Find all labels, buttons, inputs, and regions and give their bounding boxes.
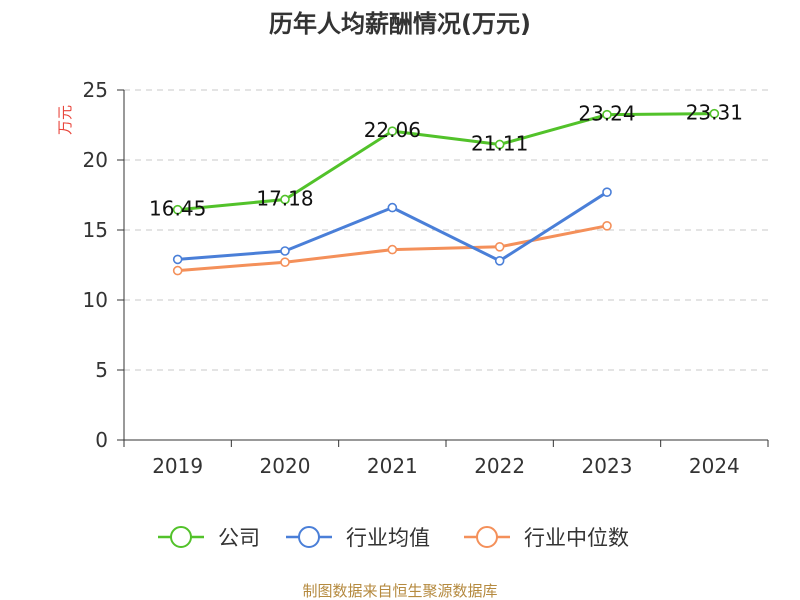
y-tick-label: 25: [83, 78, 108, 102]
legend[interactable]: 公司 行业均值 行业中位数: [158, 526, 629, 550]
data-point: [602, 187, 612, 197]
data-point: [172, 254, 183, 265]
legend-label: 行业均值: [346, 526, 430, 550]
legend-marker: [170, 526, 192, 548]
x-tick-label: 2023: [582, 454, 633, 478]
series-line-0: [176, 112, 716, 212]
data-point: [602, 109, 612, 120]
chart-title: 历年人均薪酬情况(万元): [269, 10, 531, 38]
x-tick-label: 2019: [152, 454, 203, 478]
data-point: [280, 246, 290, 256]
data-point: [387, 126, 398, 136]
data-point: [387, 202, 398, 213]
data-point: [172, 265, 183, 276]
series-group: 16.45 17.18 22.06 21.11 23.24 23.31: [149, 101, 743, 276]
x-tick-label: 2024: [689, 454, 740, 478]
data-point: [280, 257, 290, 268]
legend-item[interactable]: 行业中位数: [464, 526, 629, 550]
data-point: [172, 204, 183, 215]
data-label: 16.45: [149, 197, 206, 221]
x-tick-label: 2020: [260, 454, 311, 478]
source-note: 制图数据来自恒生聚源数据库: [302, 582, 497, 600]
data-point: [709, 108, 720, 119]
y-tick-label: 5: [95, 358, 108, 382]
data-point: [494, 139, 505, 150]
data-point: [494, 255, 505, 266]
legend-label: 公司: [218, 526, 260, 550]
data-label: 17.18: [256, 186, 313, 210]
data-point: [387, 244, 398, 255]
y-tick-label: 0: [95, 428, 108, 452]
y-axis-label: 万元: [56, 105, 74, 135]
data-label: 22.06: [364, 118, 421, 142]
x-tick-label: 2022: [474, 454, 525, 478]
data-point: [602, 221, 612, 231]
y-tick-label: 10: [83, 288, 108, 312]
y-tick-label: 20: [83, 148, 108, 172]
data-label: 23.31: [686, 101, 743, 125]
legend-item[interactable]: 行业均值: [286, 526, 430, 550]
data-point: [494, 242, 505, 252]
data-point: [280, 194, 290, 205]
data-label: 23.24: [578, 102, 635, 126]
data-label: 21.11: [471, 131, 528, 155]
axes: 0 5 10 15 20 25 2019 2020 2021 2022 2023 2024: [83, 78, 769, 478]
y-tick-label: 15: [83, 218, 108, 242]
legend-item[interactable]: 公司: [158, 526, 260, 550]
legend-marker: [476, 526, 498, 548]
legend-label: 行业中位数: [524, 526, 629, 550]
legend-marker: [298, 526, 320, 548]
x-tick-label: 2021: [367, 454, 418, 478]
grid-lines: [124, 89, 768, 371]
